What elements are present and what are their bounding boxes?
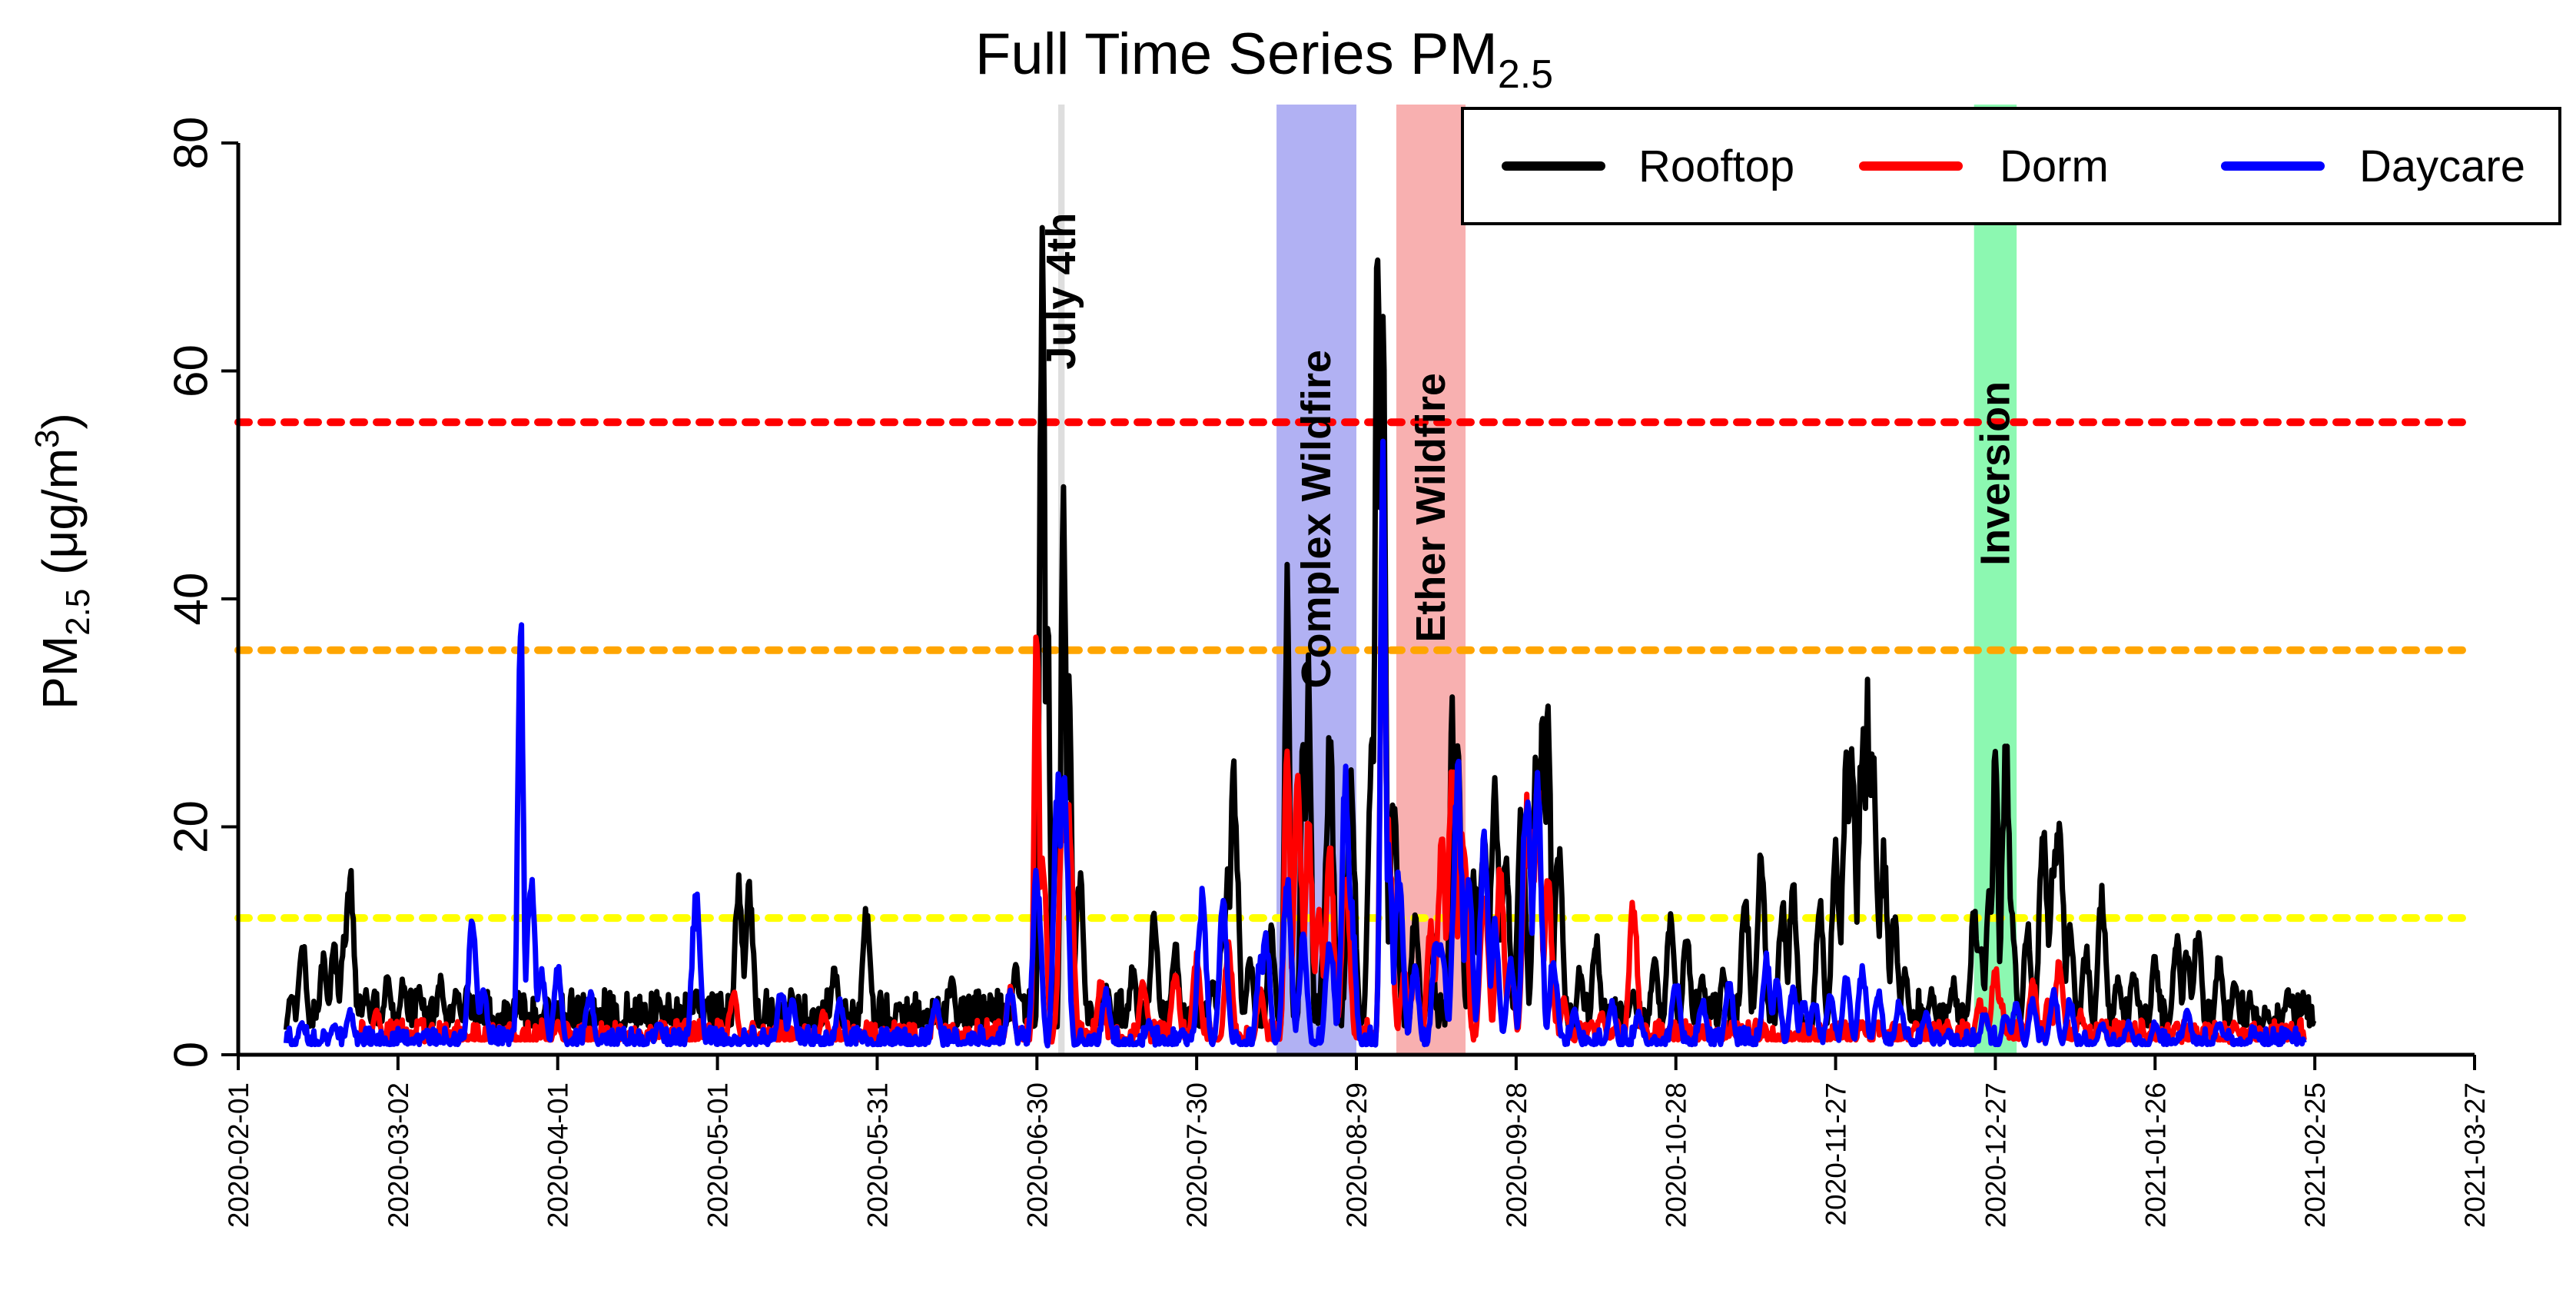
x-tick-label: 2020-05-31 — [861, 1082, 893, 1228]
series-line-daycare — [283, 438, 2307, 1049]
x-tick-label: 2020-07-30 — [1181, 1082, 1213, 1228]
series-line-dorm — [357, 542, 2307, 1046]
y-axis-label: PM2.5 (μg/m3) — [28, 413, 97, 710]
x-tick-label: 2020-09-28 — [1501, 1082, 1532, 1228]
y-tick-label: 60 — [165, 344, 218, 397]
y-tick-label: 20 — [165, 800, 218, 853]
x-tick-label: 2021-01-26 — [2139, 1082, 2171, 1228]
x-tick-label: 2020-10-28 — [1661, 1082, 1692, 1228]
x-tick-label: 2020-03-02 — [383, 1082, 414, 1228]
legend-label-dorm: Dorm — [2000, 141, 2109, 191]
x-tick-label: 2020-12-27 — [1980, 1082, 2011, 1228]
axes: 0 20 40 60 80 2020-02-01 2020-03-02 2020-04-01 2… — [165, 117, 2491, 1229]
x-tick-label: 2020-06-30 — [1021, 1082, 1053, 1228]
event-label-ether-wildfire: Ether Wildfire — [1408, 373, 1454, 643]
legend: Rooftop Dorm Daycare — [1461, 107, 2561, 225]
legend-box — [1461, 107, 2561, 225]
x-tick-label: 2020-08-29 — [1341, 1082, 1373, 1228]
x-tick-label: 2020-02-01 — [223, 1082, 254, 1228]
x-tick-label: 2020-05-01 — [702, 1082, 734, 1228]
y-tick-label: 80 — [165, 117, 218, 170]
y-tick-label: 40 — [165, 573, 218, 626]
event-labels: July 4th Complex Wildfire Ether Wildfire In… — [1038, 213, 2018, 689]
y-tick-label: 0 — [165, 1042, 218, 1068]
x-tick-label: 2021-02-25 — [2299, 1082, 2331, 1228]
legend-label-daycare: Daycare — [2359, 141, 2525, 191]
event-label-complex-wildfire: Complex Wildfire — [1293, 350, 1339, 689]
legend-label-rooftop: Rooftop — [1638, 141, 1794, 191]
data-series — [283, 224, 2317, 1049]
x-tick-label: 2020-11-27 — [1821, 1082, 1852, 1226]
x-tick-label: 2021-03-27 — [2459, 1082, 2491, 1228]
chart-title: Full Time Series PM2.5 — [975, 22, 1553, 97]
event-label-inversion: Inversion — [1972, 381, 2018, 566]
x-tick-label: 2020-04-01 — [543, 1082, 574, 1228]
event-label-july-4th: July 4th — [1038, 213, 1084, 370]
